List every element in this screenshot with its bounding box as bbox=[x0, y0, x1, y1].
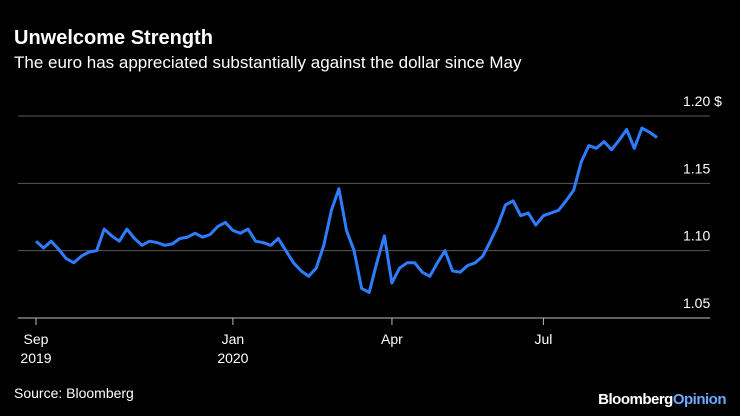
y-tick-label: 1.10 bbox=[683, 228, 710, 244]
x-tick-label-line: 2020 bbox=[217, 350, 248, 366]
y-tick-label: 1.05 bbox=[683, 295, 710, 311]
chart-title: Unwelcome Strength bbox=[14, 27, 213, 49]
line bbox=[34, 126, 658, 294]
source: Source: Bloomberg bbox=[14, 385, 134, 401]
x-tick-label-line: 2019 bbox=[20, 350, 51, 366]
x-tick-label: Sep 2019 bbox=[20, 331, 51, 366]
y-tick-label: 1.15 bbox=[683, 160, 710, 176]
x-tick-label-line: Jan bbox=[222, 331, 245, 347]
chart-subtitle: The euro has appreciated substantially a… bbox=[14, 53, 522, 72]
y-tick-label: 1.20 $ bbox=[683, 93, 722, 109]
brand-part: Opinion bbox=[673, 391, 726, 408]
x-tick-label: Jan 2020 bbox=[217, 331, 248, 366]
x-tick-label-line: Sep bbox=[24, 331, 49, 347]
brand: BloombergOpinion bbox=[598, 391, 726, 408]
x-tick-label: Apr bbox=[381, 331, 403, 347]
x-tick-label: Jul bbox=[534, 331, 552, 347]
brand-part: Bloomberg bbox=[598, 391, 673, 408]
